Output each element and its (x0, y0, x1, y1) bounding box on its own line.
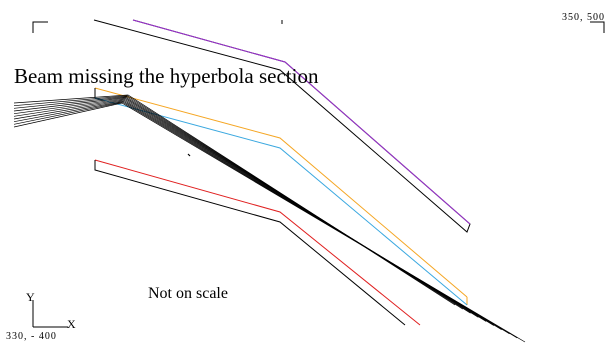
beam-ray (13, 94, 456, 306)
beam-ray-bundle (13, 94, 526, 343)
corner-marker-top-right (590, 21, 605, 33)
beam-ray (13, 102, 526, 343)
corner-marker-top-left (32, 21, 48, 33)
stray-mark (187, 153, 191, 157)
beam-ray (13, 95, 463, 310)
beam-ray (13, 99, 502, 330)
hyperbola-cyan-edge (94, 97, 468, 306)
corner-coordinate-top-right: 350, 500 (562, 12, 605, 23)
upper-mirror-purple-edge (132, 19, 471, 225)
beam-ray (13, 101, 518, 339)
diagram-title: Beam missing the hyperbola section (14, 64, 319, 88)
beam-ray (13, 100, 510, 335)
lower-mirror-outline (94, 160, 406, 326)
hyperbola-orange-edge (94, 87, 468, 298)
x-axis-label: X (67, 317, 76, 331)
beam-ray (13, 97, 479, 318)
beam-ray (13, 96, 471, 314)
corner-coordinate-bottom-left: 330, - 400 (6, 331, 57, 342)
upper-mirror-outline (93, 19, 471, 233)
y-axis-label: Y (26, 290, 35, 304)
beam-ray (13, 98, 487, 322)
lower-mirror-red-edge (94, 159, 421, 326)
beam-ray (13, 99, 495, 326)
scale-note: Not on scale (148, 285, 228, 302)
